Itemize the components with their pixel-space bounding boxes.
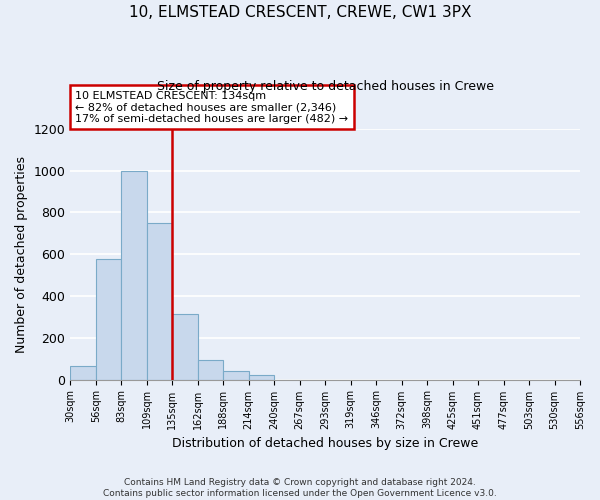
Bar [198, 360, 223, 380]
Text: 10, ELMSTEAD CRESCENT, CREWE, CW1 3PX: 10, ELMSTEAD CRESCENT, CREWE, CW1 3PX [129, 5, 471, 20]
Y-axis label: Number of detached properties: Number of detached properties [15, 156, 28, 352]
Bar [248, 376, 274, 380]
Bar [121, 170, 147, 380]
Bar [223, 371, 248, 380]
Bar [70, 366, 96, 380]
X-axis label: Distribution of detached houses by size in Crewe: Distribution of detached houses by size … [172, 437, 478, 450]
Bar [172, 314, 198, 380]
Title: Size of property relative to detached houses in Crewe: Size of property relative to detached ho… [157, 80, 494, 93]
Bar [96, 260, 121, 380]
Bar [147, 223, 172, 380]
Text: Contains HM Land Registry data © Crown copyright and database right 2024.
Contai: Contains HM Land Registry data © Crown c… [103, 478, 497, 498]
Text: 10 ELMSTEAD CRESCENT: 134sqm
← 82% of detached houses are smaller (2,346)
17% of: 10 ELMSTEAD CRESCENT: 134sqm ← 82% of de… [76, 90, 349, 124]
